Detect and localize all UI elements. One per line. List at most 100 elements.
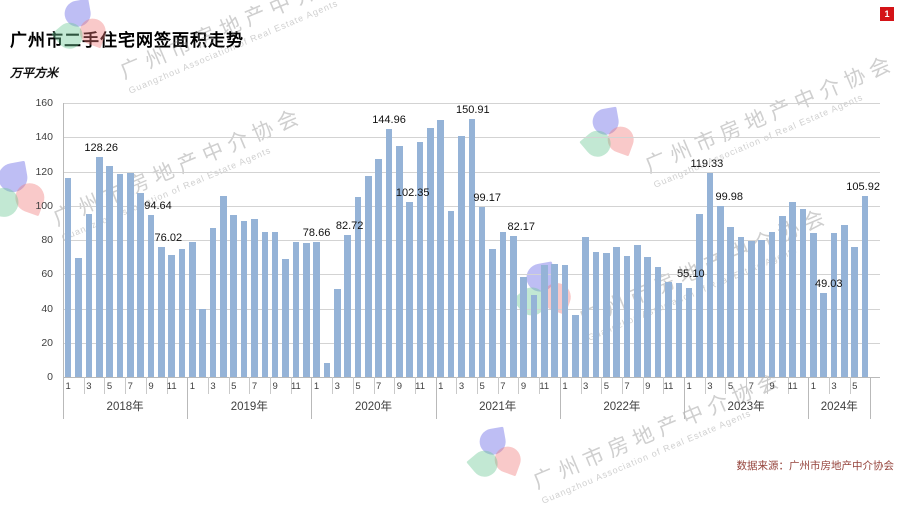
month-tick-label: 11: [415, 381, 425, 392]
month-tick-label: 5: [106, 381, 113, 392]
y-tick-label: 40: [41, 302, 53, 315]
bar: [85, 214, 93, 377]
bar: [230, 215, 238, 377]
bar: [644, 257, 652, 377]
month-tick-label: 7: [376, 381, 382, 392]
bar: [427, 127, 434, 377]
month-divider: [704, 377, 706, 394]
month-divider: [725, 377, 727, 394]
y-axis-line: [63, 103, 64, 378]
bar: [613, 246, 621, 377]
bar: [530, 294, 538, 377]
month-divider: [766, 377, 768, 394]
y-axis-unit-label: 万平方米: [10, 66, 59, 80]
month-tick-label: 11: [663, 381, 674, 392]
month-tick-label: 1: [686, 381, 692, 392]
month-tick-label: 11: [787, 381, 798, 392]
bar: [603, 252, 610, 377]
bar-value-label: 119.33: [690, 157, 724, 170]
month-divider: [746, 377, 748, 394]
year-label: 2018年: [106, 401, 144, 413]
bar: [292, 241, 300, 377]
month-divider: [125, 377, 127, 394]
month-tick-label: 1: [562, 381, 568, 392]
month-divider: [104, 377, 106, 394]
month-divider: [497, 377, 499, 394]
bar: [251, 218, 258, 377]
month-divider: [352, 377, 354, 394]
month-tick-label: 3: [334, 381, 340, 392]
logo-petal: [491, 442, 525, 477]
bar-value-label: 49.03: [814, 278, 843, 291]
month-divider: [83, 377, 85, 394]
month-divider: [580, 377, 582, 394]
month-divider: [663, 377, 665, 394]
month-tick-label: 5: [355, 381, 361, 392]
bar: [665, 281, 672, 377]
month-tick-label: 7: [251, 381, 258, 392]
month-divider: [414, 377, 416, 394]
bar: [779, 216, 786, 377]
bar: [540, 264, 548, 377]
association-pinwheel-logo: [466, 426, 525, 483]
bar: [551, 263, 558, 377]
month-tick-label: 1: [810, 381, 817, 392]
bar: [313, 242, 320, 377]
month-tick-label: 11: [166, 381, 177, 392]
month-divider: [642, 377, 644, 394]
bar: [509, 236, 517, 377]
bar-value-label: 102.35: [395, 186, 430, 199]
bar-value-label: 105.92: [846, 180, 880, 193]
month-tick-label: 9: [396, 381, 403, 392]
y-tick-label: 80: [41, 234, 53, 246]
month-tick-label: 3: [210, 381, 216, 392]
bar: [354, 197, 362, 377]
bar: [178, 249, 186, 377]
bar: [189, 241, 196, 377]
bar: [582, 237, 589, 377]
month-divider: [290, 377, 292, 394]
year-label: 2019年: [230, 401, 268, 413]
bar: [220, 196, 227, 377]
bar: [572, 315, 579, 377]
month-tick-label: 11: [539, 381, 550, 392]
bar-value-label: 78.66: [302, 227, 331, 240]
month-divider: [207, 377, 209, 394]
bar-value-label: 128.26: [84, 142, 119, 155]
month-divider: [166, 377, 168, 394]
bar: [737, 236, 745, 377]
month-tick-label: 3: [86, 381, 92, 392]
month-tick-label: 5: [603, 381, 610, 392]
month-tick-label: 3: [458, 381, 465, 392]
bar: [282, 258, 289, 377]
page-number-badge: 1: [880, 7, 894, 21]
month-divider: [332, 377, 334, 394]
bar: [323, 363, 331, 377]
month-tick-label: 1: [65, 381, 71, 392]
logo-petal: [477, 426, 508, 457]
bar: [758, 240, 765, 377]
bar: [240, 221, 248, 377]
bar: [841, 225, 848, 377]
bar: [333, 288, 341, 377]
year-separator: [559, 377, 561, 419]
year-separator: [870, 377, 872, 419]
logo-petal: [466, 445, 503, 483]
bar: [820, 293, 828, 377]
bar: [458, 136, 465, 377]
bar: [147, 214, 155, 377]
bar: [468, 118, 476, 377]
year-separator: [808, 377, 810, 419]
y-tick-label: 20: [41, 336, 53, 349]
bar: [437, 119, 445, 377]
month-divider: [145, 377, 147, 394]
bar: [261, 232, 269, 377]
bar: [634, 245, 641, 377]
bar: [654, 266, 662, 377]
bar: [727, 227, 734, 377]
year-separator: [435, 377, 437, 419]
year-separator: [63, 377, 64, 419]
bar: [75, 257, 82, 377]
bar-value-label: 82.17: [507, 221, 535, 234]
